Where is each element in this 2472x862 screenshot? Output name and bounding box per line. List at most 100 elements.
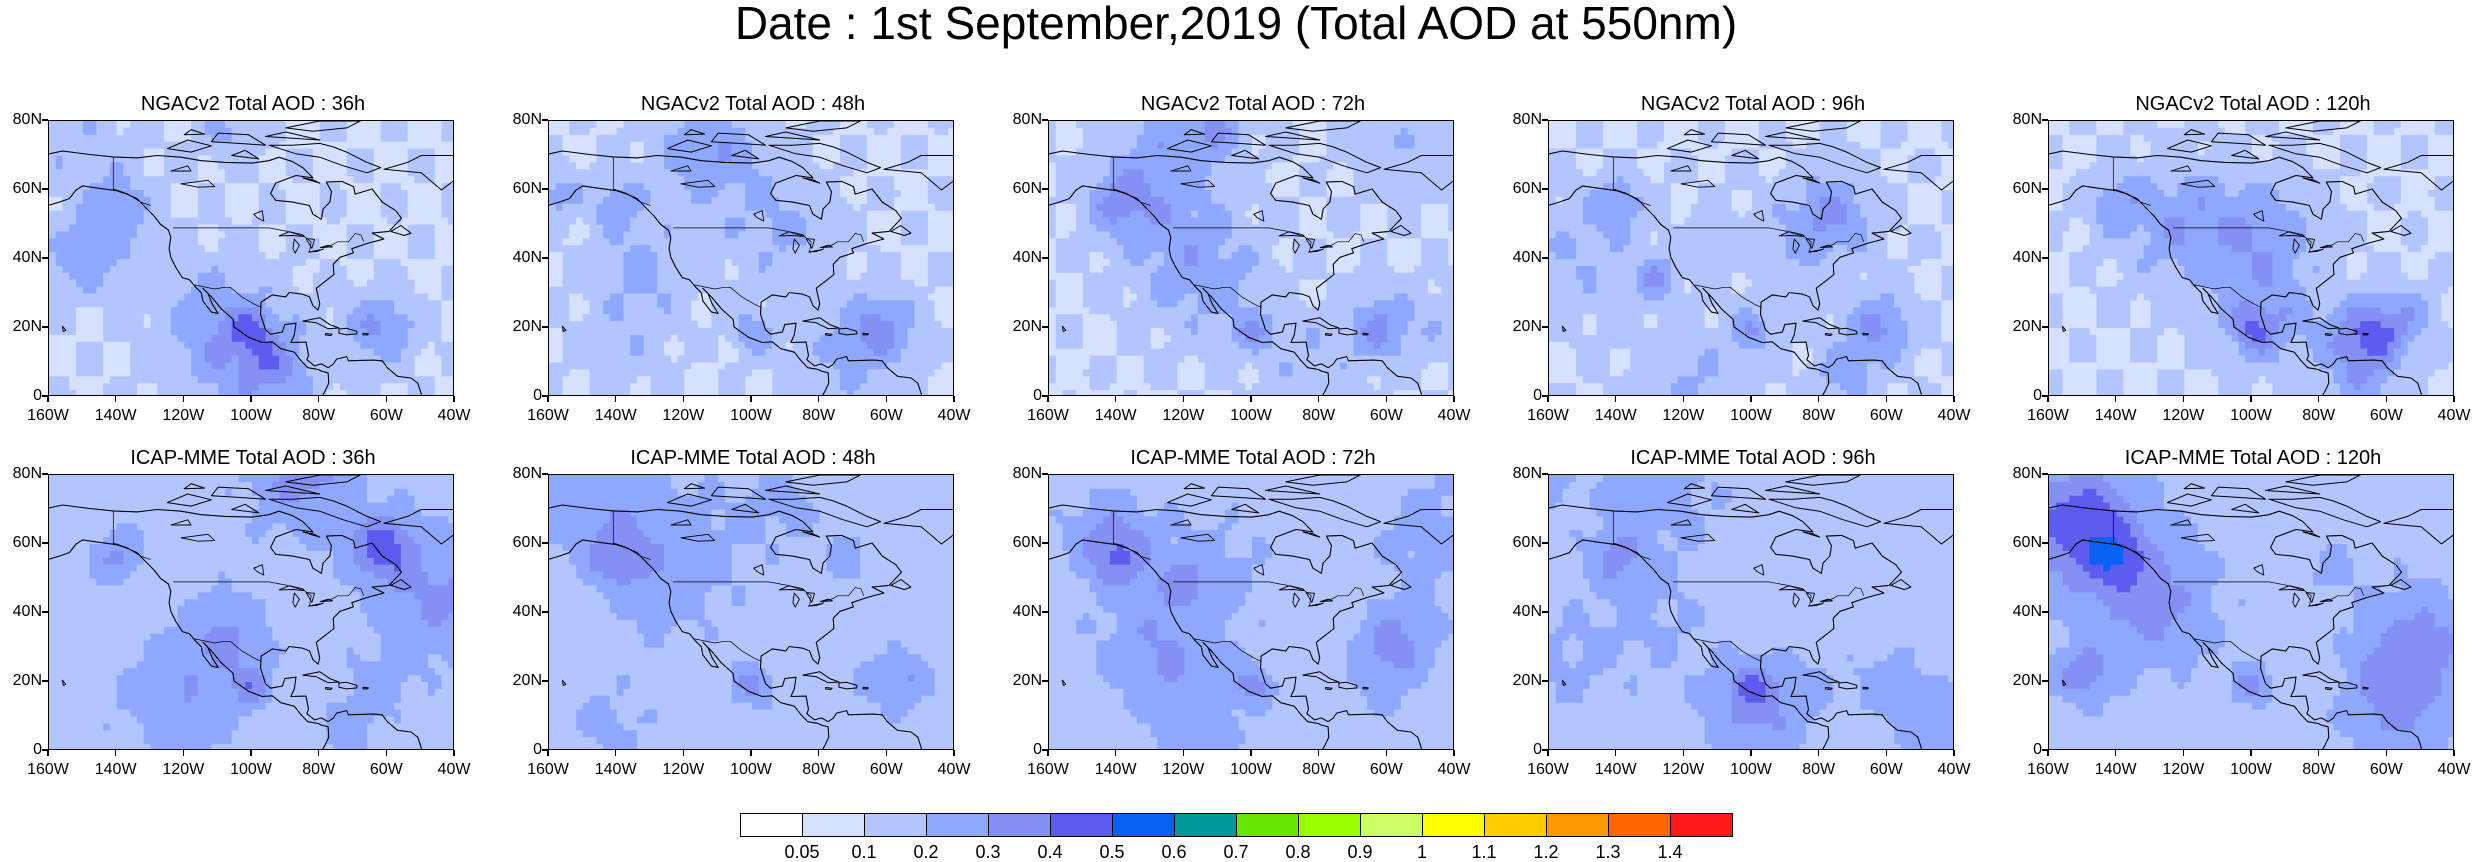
- lat-tick-mark: [42, 542, 48, 544]
- island-outline: [1210, 132, 1266, 146]
- aod-map-svg: [49, 475, 453, 749]
- island-outline: [1710, 486, 1766, 500]
- lat-tick-label: 60N: [498, 535, 542, 551]
- island-outline: [710, 132, 766, 146]
- lon-tick-mark: [817, 750, 820, 756]
- lon-tick-mark: [614, 396, 617, 402]
- lon-tick-label: 100W: [1221, 762, 1281, 778]
- lon-tick-label: 120W: [1653, 762, 1713, 778]
- lake-outline: [1805, 238, 1816, 249]
- lake-outline: [1278, 231, 1305, 238]
- country-border: [1694, 284, 1762, 308]
- lake-outline: [180, 533, 216, 542]
- lake-outline: [1819, 598, 1833, 603]
- lon-tick-mark: [547, 396, 549, 402]
- map-panel: NGACv2 Total AOD : 120h 80N 60N 40N 20N 0 160W…: [2013, 93, 2471, 424]
- island-outline: [731, 149, 760, 160]
- island-outline: [285, 121, 361, 132]
- lon-tick-mark: [2250, 396, 2252, 402]
- island-outline: [1210, 486, 1266, 500]
- lat-tick-mark: [2042, 749, 2048, 751]
- lat-tick-mark: [2042, 257, 2048, 259]
- colorbar-swatch: [1236, 813, 1299, 837]
- lon-tick-mark: [1250, 750, 1252, 756]
- lon-tick-label: 100W: [221, 408, 281, 424]
- lake-outline: [319, 598, 333, 603]
- lat-tick-mark: [42, 119, 48, 121]
- lat-tick-mark: [1542, 257, 1548, 259]
- lon-tick-label: 120W: [2153, 762, 2213, 778]
- lat-tick-label: 0: [1998, 388, 2042, 404]
- lon-tick-mark: [1682, 396, 1685, 402]
- lat-tick-label: 0: [498, 388, 542, 404]
- map-panel: ICAP-MME Total AOD : 48h 80N 60N 40N 20N 0 160…: [513, 447, 971, 778]
- colorbar-label: 1.2: [1516, 843, 1576, 861]
- island-outline: [1183, 483, 1206, 490]
- island-outline: [390, 225, 412, 236]
- lon-tick-mark: [1453, 396, 1455, 402]
- colorbar-label: 0.7: [1206, 843, 1266, 861]
- lake-outline: [1170, 519, 1192, 526]
- island-outline: [666, 493, 712, 507]
- lat-tick-label: 60N: [1498, 181, 1542, 197]
- lake-outline: [805, 238, 816, 249]
- lon-tick-label: 140W: [1086, 408, 1146, 424]
- island-outline: [1666, 139, 1712, 153]
- aod-map-svg: [1549, 121, 1953, 395]
- island-outline: [824, 333, 833, 337]
- island-outline: [2338, 681, 2358, 690]
- colorbar-label: 0.1: [834, 843, 894, 861]
- lat-tick-mark: [2042, 395, 2048, 397]
- lon-tick-mark: [250, 396, 252, 402]
- coastline: [549, 185, 830, 395]
- island-outline: [268, 142, 382, 174]
- lat-tick-label: 0: [1498, 388, 1542, 404]
- lake-outline: [2319, 598, 2333, 603]
- lat-tick-label: 60N: [0, 181, 42, 197]
- coastline: [1549, 539, 1830, 749]
- lake-outline: [2305, 238, 2316, 249]
- island-outline: [1883, 509, 1953, 545]
- lon-tick-mark: [2114, 750, 2117, 756]
- lon-tick-label: 120W: [153, 408, 213, 424]
- lake-outline: [1778, 585, 1805, 592]
- lake-outline: [792, 592, 800, 608]
- lat-tick-mark: [42, 473, 48, 475]
- lon-tick-mark: [2047, 750, 2049, 756]
- lon-tick-label: 60W: [356, 408, 416, 424]
- coastline: [49, 150, 422, 395]
- lake-outline: [253, 210, 265, 222]
- country-border: [673, 581, 865, 607]
- island-outline: [1362, 332, 1369, 336]
- lake-outline: [2170, 519, 2192, 526]
- island-outline: [1802, 177, 1821, 184]
- lake-outline: [305, 592, 316, 603]
- lon-tick-label: 160W: [518, 408, 578, 424]
- aod-map-svg: [1049, 475, 1453, 749]
- lat-tick-mark: [1042, 542, 1048, 544]
- country-border: [1194, 284, 1262, 308]
- map-panel: ICAP-MME Total AOD : 72h 80N 60N 40N 20N 0 160…: [1013, 447, 1471, 778]
- island-outline: [390, 579, 412, 590]
- lon-tick-label: 160W: [518, 762, 578, 778]
- lat-tick-mark: [542, 188, 548, 190]
- island-outline: [683, 483, 706, 490]
- panel-title: NGACv2 Total AOD : 72h: [1018, 93, 1488, 115]
- island-outline: [1562, 679, 1567, 686]
- island-outline: [862, 686, 869, 690]
- lon-tick-label: 140W: [1586, 408, 1646, 424]
- island-outline: [2390, 579, 2412, 590]
- lon-tick-mark: [2317, 750, 2320, 756]
- colorbar-swatch: [1050, 813, 1113, 837]
- country-border: [1612, 510, 1651, 560]
- island-outline: [2302, 177, 2321, 184]
- lat-tick-mark: [542, 395, 548, 397]
- island-outline: [1890, 579, 1912, 590]
- island-outline: [2166, 139, 2212, 153]
- island-outline: [1768, 496, 1882, 528]
- lake-outline: [2170, 165, 2192, 172]
- aod-map-svg: [2049, 121, 2453, 395]
- lon-tick-mark: [1453, 750, 1455, 756]
- lake-outline: [1292, 592, 1300, 608]
- lon-tick-label: 140W: [2086, 408, 2146, 424]
